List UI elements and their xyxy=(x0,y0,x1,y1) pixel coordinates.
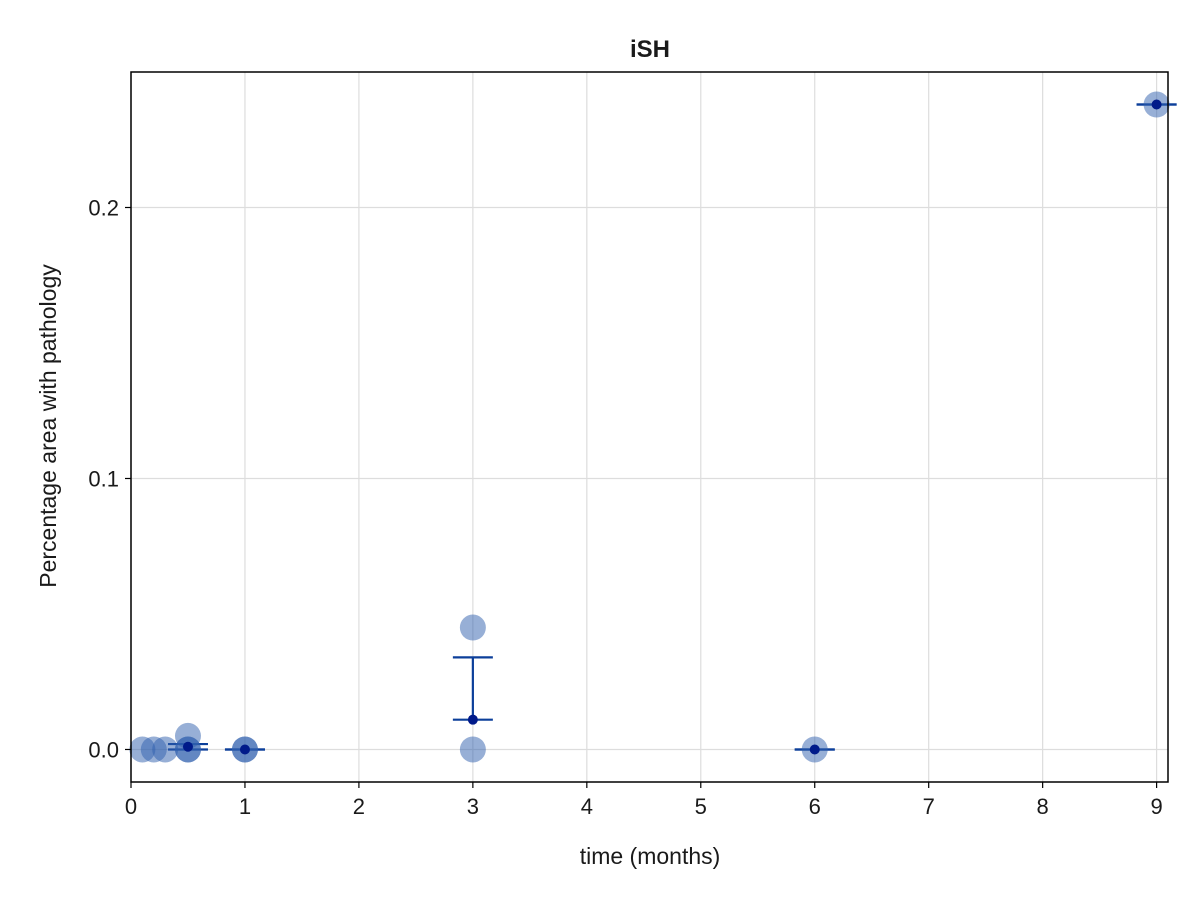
mean-marker xyxy=(182,741,193,752)
chart-title: iSH xyxy=(630,36,670,63)
mean-marker xyxy=(809,744,820,755)
x-tick-label: 9 xyxy=(1150,794,1162,819)
y-tick-label: 0.0 xyxy=(88,737,119,762)
y-tick-label: 0.2 xyxy=(88,195,119,220)
mean-marker xyxy=(467,714,478,725)
mean-marker xyxy=(239,744,250,755)
x-tick-label: 8 xyxy=(1037,794,1049,819)
data-point xyxy=(459,736,486,763)
x-tick-label: 5 xyxy=(695,794,707,819)
x-tick-label: 1 xyxy=(239,794,251,819)
x-tick-label: 0 xyxy=(125,794,137,819)
mean-marker xyxy=(1151,99,1162,110)
x-tick-label: 3 xyxy=(467,794,479,819)
y-axis-title: Percentage area with pathology xyxy=(35,264,61,588)
data-point xyxy=(152,736,179,763)
data-point xyxy=(459,614,486,641)
grid xyxy=(130,72,1168,782)
x-tick-label: 7 xyxy=(923,794,935,819)
y-tick-label: 0.1 xyxy=(88,466,119,491)
mean-markers xyxy=(182,99,1162,755)
plot-frame xyxy=(130,71,1169,783)
x-tick-label: 2 xyxy=(353,794,365,819)
x-tick-label: 4 xyxy=(581,794,593,819)
x-tick-label: 6 xyxy=(809,794,821,819)
axis-ticks: 0 1 2 3 4 5 6 7 8 9 0.0 0.1 0.2 xyxy=(88,195,1162,819)
x-axis-title: time (months) xyxy=(580,843,721,869)
